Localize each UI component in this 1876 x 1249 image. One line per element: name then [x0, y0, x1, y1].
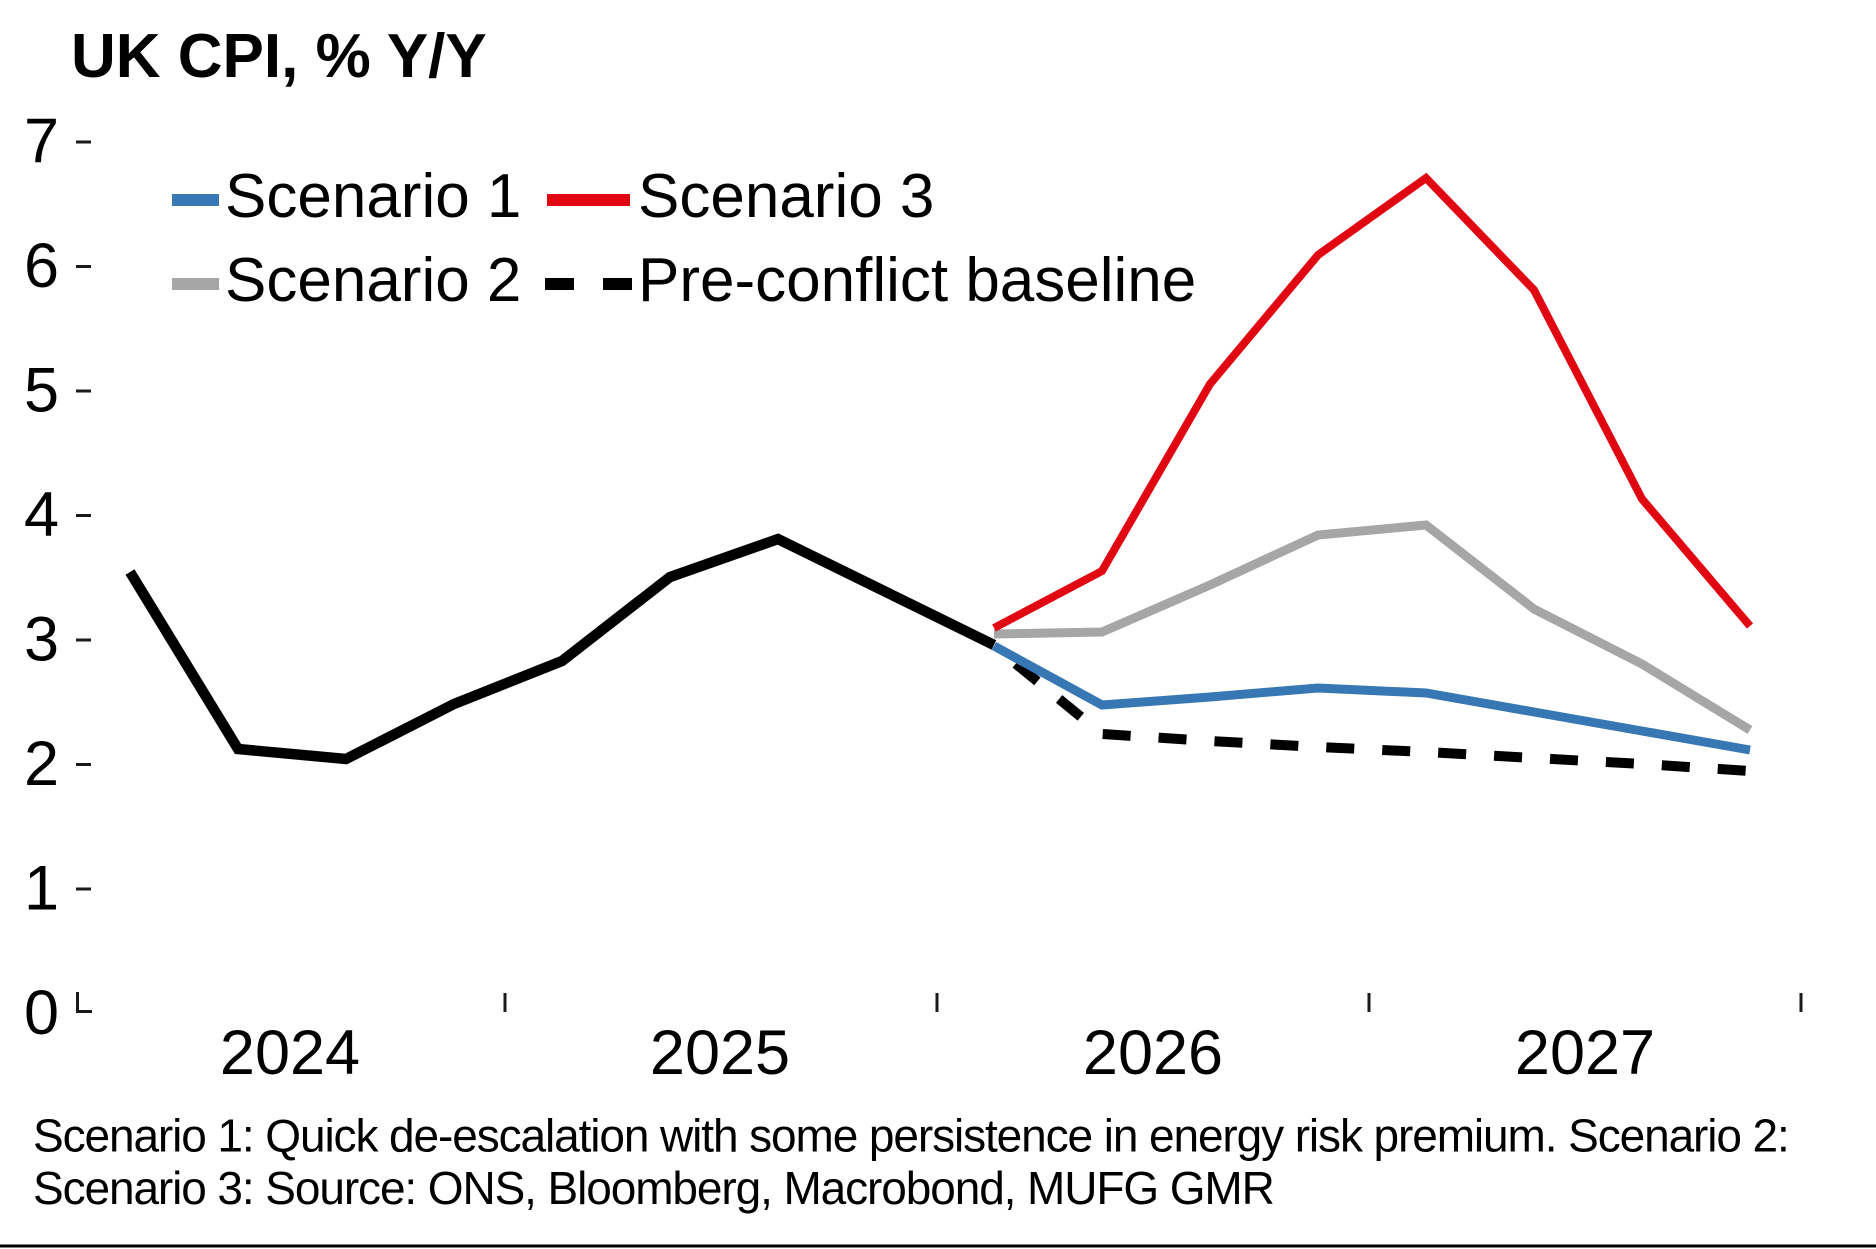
svg-text:Scenario 2: Scenario 2 — [225, 246, 521, 315]
svg-text:Scenario 1: Scenario 1 — [225, 162, 521, 231]
svg-text:5: 5 — [24, 356, 59, 426]
svg-text:Scenario 3: Scenario 3 — [638, 162, 934, 231]
svg-text:Scenario 3: Source: ONS, Bloom: Scenario 3: Source: ONS, Bloomberg, Macr… — [33, 1162, 1274, 1214]
svg-text:UK CPI, % Y/Y: UK CPI, % Y/Y — [71, 22, 487, 91]
svg-text:2025: 2025 — [650, 1018, 790, 1088]
svg-text:4: 4 — [24, 480, 59, 550]
svg-text:Scenario 1: Quick de-escalatio: Scenario 1: Quick de-escalation with som… — [33, 1110, 1789, 1162]
svg-text:7: 7 — [24, 107, 59, 177]
svg-text:2026: 2026 — [1083, 1018, 1223, 1088]
svg-text:2027: 2027 — [1515, 1018, 1655, 1088]
svg-text:Pre-conflict baseline: Pre-conflict baseline — [638, 246, 1196, 315]
svg-text:3: 3 — [24, 605, 59, 675]
svg-text:1: 1 — [24, 854, 59, 924]
svg-text:0: 0 — [24, 978, 59, 1048]
svg-text:2024: 2024 — [220, 1018, 360, 1088]
svg-text:2: 2 — [24, 729, 59, 799]
svg-text:6: 6 — [24, 231, 59, 301]
